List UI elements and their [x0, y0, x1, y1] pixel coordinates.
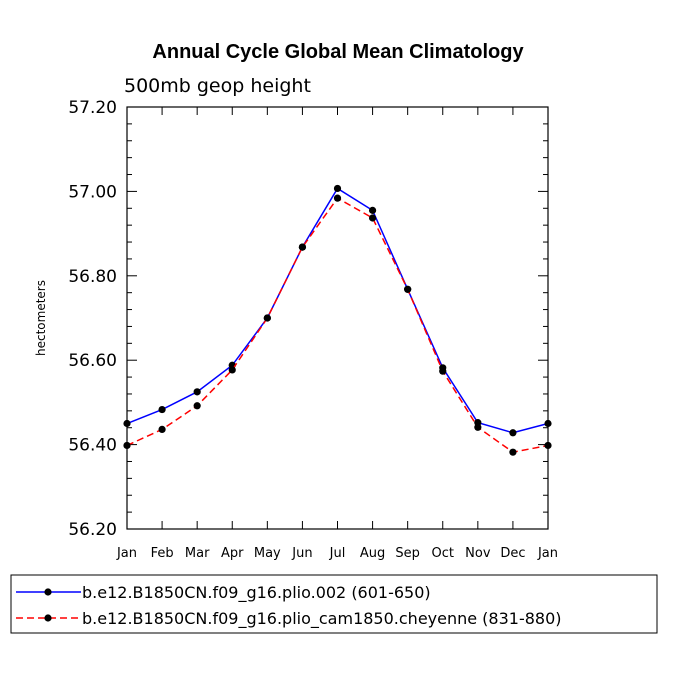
data-point	[263, 314, 271, 322]
x-tick-label: Nov	[465, 546, 491, 561]
y-tick-label: 57.00	[68, 182, 117, 202]
plot-frame	[126, 106, 549, 530]
series-1	[123, 184, 552, 437]
y-axis-label: hectometers	[34, 280, 48, 356]
legend: b.e12.B1850CN.f09_g16.plio.002 (601-650)…	[10, 574, 658, 634]
data-point	[123, 419, 131, 428]
data-point	[193, 402, 201, 410]
x-tick-label: Sep	[395, 546, 420, 561]
data-point	[544, 419, 552, 428]
x-tick-label: Oct	[432, 546, 454, 561]
legend-label: b.e12.B1850CN.f09_g16.plio.002 (601-650)	[82, 583, 431, 603]
data-point	[333, 194, 342, 202]
y-tick-label: 56.20	[68, 520, 117, 540]
data-point	[509, 429, 517, 437]
legend-swatch-marker	[44, 588, 52, 596]
series-line	[126, 197, 549, 453]
x-tick-label: Apr	[221, 546, 244, 561]
x-tick-label: Feb	[151, 546, 174, 561]
legend-label: b.e12.B1850CN.f09_g16.plio_cam1850.cheye…	[82, 609, 562, 629]
x-tick-label: Jun	[291, 546, 312, 561]
series-2	[123, 194, 552, 456]
y-tick-label: 56.80	[68, 267, 117, 287]
series-layer	[123, 184, 552, 456]
chart-subtitle: 500mb geop height	[124, 75, 311, 97]
chart-title: Annual Cycle Global Mean Climatology	[152, 41, 524, 63]
data-point	[544, 441, 552, 450]
axes: 56.20 56.40 56.60 56.80 57.00 57.20 Jan Feb Mar A…	[68, 98, 558, 561]
y-tick-label: 56.40	[68, 436, 117, 456]
series-line	[126, 187, 549, 434]
data-point	[333, 184, 342, 193]
data-point	[158, 425, 166, 434]
legend-swatch-marker	[44, 614, 52, 622]
data-point	[158, 405, 166, 414]
x-tick-label: Dec	[500, 546, 525, 561]
data-point	[228, 366, 236, 374]
x-tick-label: Jul	[329, 546, 346, 561]
y-tick-label: 56.60	[68, 351, 117, 371]
x-tick-label: May	[254, 546, 281, 561]
legend-box	[10, 574, 658, 634]
data-point	[123, 441, 131, 450]
data-point	[439, 367, 447, 375]
y-tick-label: 57.20	[68, 98, 117, 118]
data-point	[298, 243, 307, 251]
x-tick-label: Aug	[360, 546, 385, 561]
data-point	[509, 448, 517, 456]
x-tick-label: Mar	[185, 546, 210, 561]
x-tick-label: Jan	[116, 546, 137, 561]
x-tick-label: Jan	[537, 546, 558, 561]
data-point	[368, 214, 377, 222]
data-point	[368, 206, 377, 214]
data-point	[474, 423, 482, 431]
data-point	[404, 285, 412, 293]
data-point	[193, 388, 201, 396]
